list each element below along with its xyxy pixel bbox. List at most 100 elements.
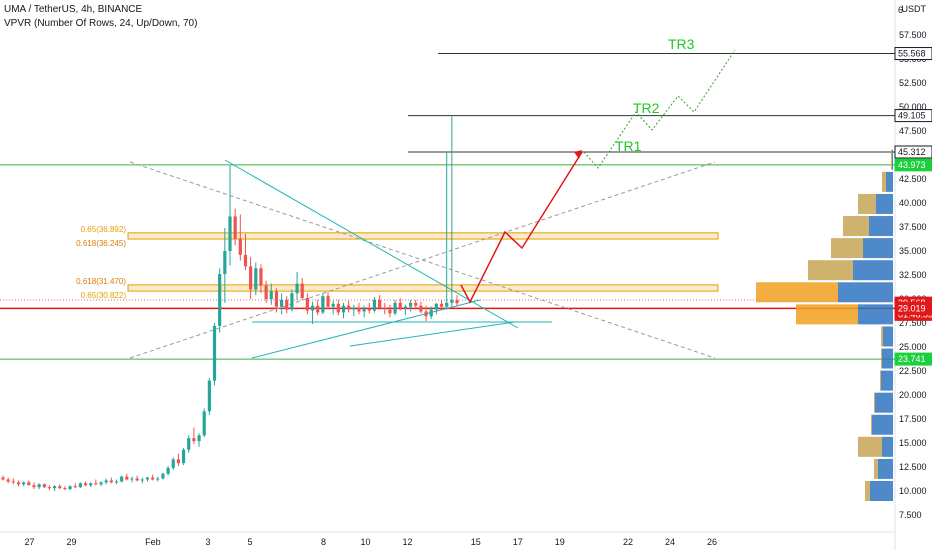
time-tick-label: 3 xyxy=(205,537,210,547)
candle-body xyxy=(176,459,181,464)
price-tick-label: 10.000 xyxy=(899,486,927,496)
candle-body xyxy=(414,302,418,306)
candle-body xyxy=(73,486,77,488)
wedge-base-line xyxy=(251,299,481,359)
fib-zone-lower xyxy=(127,284,719,292)
candle-body xyxy=(300,283,304,299)
time-tick-label: 8 xyxy=(321,537,326,547)
target-label-tr1: TR1 xyxy=(615,138,642,154)
candle-body xyxy=(223,251,227,275)
candle-body xyxy=(187,438,191,450)
price-tick-label: 37.500 xyxy=(899,222,927,232)
price-tick-label: 42.500 xyxy=(899,174,927,184)
price-badge xyxy=(894,47,932,61)
volume-bar-down xyxy=(869,216,893,237)
volume-bar-up xyxy=(796,304,858,325)
volume-bar-down xyxy=(892,149,893,170)
volume-bar-up xyxy=(880,370,881,391)
price-tick-label: 27.500 xyxy=(899,318,927,328)
candle-body xyxy=(58,486,62,489)
volume-bar-up xyxy=(891,149,892,170)
candle-body xyxy=(135,478,139,481)
candle-body xyxy=(450,299,454,303)
candle-body xyxy=(285,299,289,310)
price-tick-label: 25.000 xyxy=(899,342,927,352)
candle-body xyxy=(42,484,46,488)
price-badge xyxy=(894,109,932,123)
candle-body xyxy=(269,291,273,299)
price-tick-label: 35.000 xyxy=(899,246,927,256)
candle-body xyxy=(6,479,10,482)
price-tick-label: 40.000 xyxy=(899,198,927,208)
diagonal-dashed-down xyxy=(129,161,716,359)
candle-body xyxy=(83,483,88,486)
candle-body xyxy=(37,484,41,488)
volume-bar-down xyxy=(882,436,893,457)
candle-body xyxy=(125,476,129,480)
volume-bar-down xyxy=(870,481,893,501)
candle-body xyxy=(212,325,217,381)
price-badge xyxy=(894,158,932,172)
candle-body xyxy=(99,482,103,485)
volume-bar-down xyxy=(853,260,893,281)
price-tick-label: 32.500 xyxy=(899,270,927,280)
candle-body xyxy=(290,293,294,310)
currency-label[interactable]: USDT xyxy=(901,4,927,14)
candle-body xyxy=(352,307,356,310)
price-badge-text: 55.568 xyxy=(898,49,926,59)
candle-body xyxy=(11,481,15,483)
candle-body xyxy=(109,480,113,483)
fib-zone-upper xyxy=(127,232,719,240)
candle-body xyxy=(310,305,315,311)
volume-bar-up xyxy=(882,171,886,192)
target-label-tr2: TR2 xyxy=(633,100,660,116)
candle-body xyxy=(408,302,413,307)
candle-body xyxy=(367,308,371,311)
volume-bar-up xyxy=(831,238,863,259)
volume-bar-up xyxy=(881,348,882,369)
time-tick-label: 26 xyxy=(707,537,717,547)
volume-bar-up xyxy=(874,392,875,413)
volume-bar-up xyxy=(881,326,883,347)
time-tick-label: 24 xyxy=(665,537,675,547)
time-tick-label: 22 xyxy=(623,537,633,547)
candle-body xyxy=(47,487,52,489)
symbol-title: UMA / TetherUS, 4h, BINANCE xyxy=(4,4,143,15)
candle-body xyxy=(279,299,284,307)
candle-body xyxy=(316,305,320,313)
candle-body xyxy=(68,486,72,490)
candle-body xyxy=(434,303,438,310)
candle-body xyxy=(52,486,57,489)
price-badge-text: 43.973 xyxy=(898,160,926,170)
triangle-upper-line xyxy=(224,159,519,329)
volume-bar-down xyxy=(838,282,893,303)
volume-bar-down xyxy=(858,304,893,325)
candle-body xyxy=(156,478,160,480)
price-tick-label: 50.000 xyxy=(899,102,927,112)
candle-body xyxy=(295,283,299,294)
volume-bar-down xyxy=(872,414,893,435)
candle-body xyxy=(383,307,387,310)
volume-bar-up xyxy=(858,193,876,214)
volume-bar-down xyxy=(863,238,893,259)
candle-body xyxy=(347,305,351,310)
candle-body xyxy=(264,285,268,299)
price-tick-label: 20.000 xyxy=(899,390,927,400)
candle-body xyxy=(403,306,408,309)
price-tick-label: 12.500 xyxy=(899,462,927,472)
time-tick-label: 12 xyxy=(402,537,412,547)
fib-level-label: 0.618(31.470) xyxy=(76,277,126,286)
price-badge xyxy=(894,352,932,366)
target-label-tr3: TR3 xyxy=(668,36,695,52)
candle-body xyxy=(197,435,201,442)
candle-body xyxy=(22,482,26,485)
time-tick-label: 19 xyxy=(555,537,565,547)
candle-body xyxy=(238,238,242,255)
candle-body xyxy=(228,216,232,251)
candle-body xyxy=(161,473,165,479)
time-tick-label: 27 xyxy=(24,537,34,547)
candle-body xyxy=(140,479,144,481)
projected-path-green xyxy=(583,49,736,169)
candle-body xyxy=(372,299,377,311)
